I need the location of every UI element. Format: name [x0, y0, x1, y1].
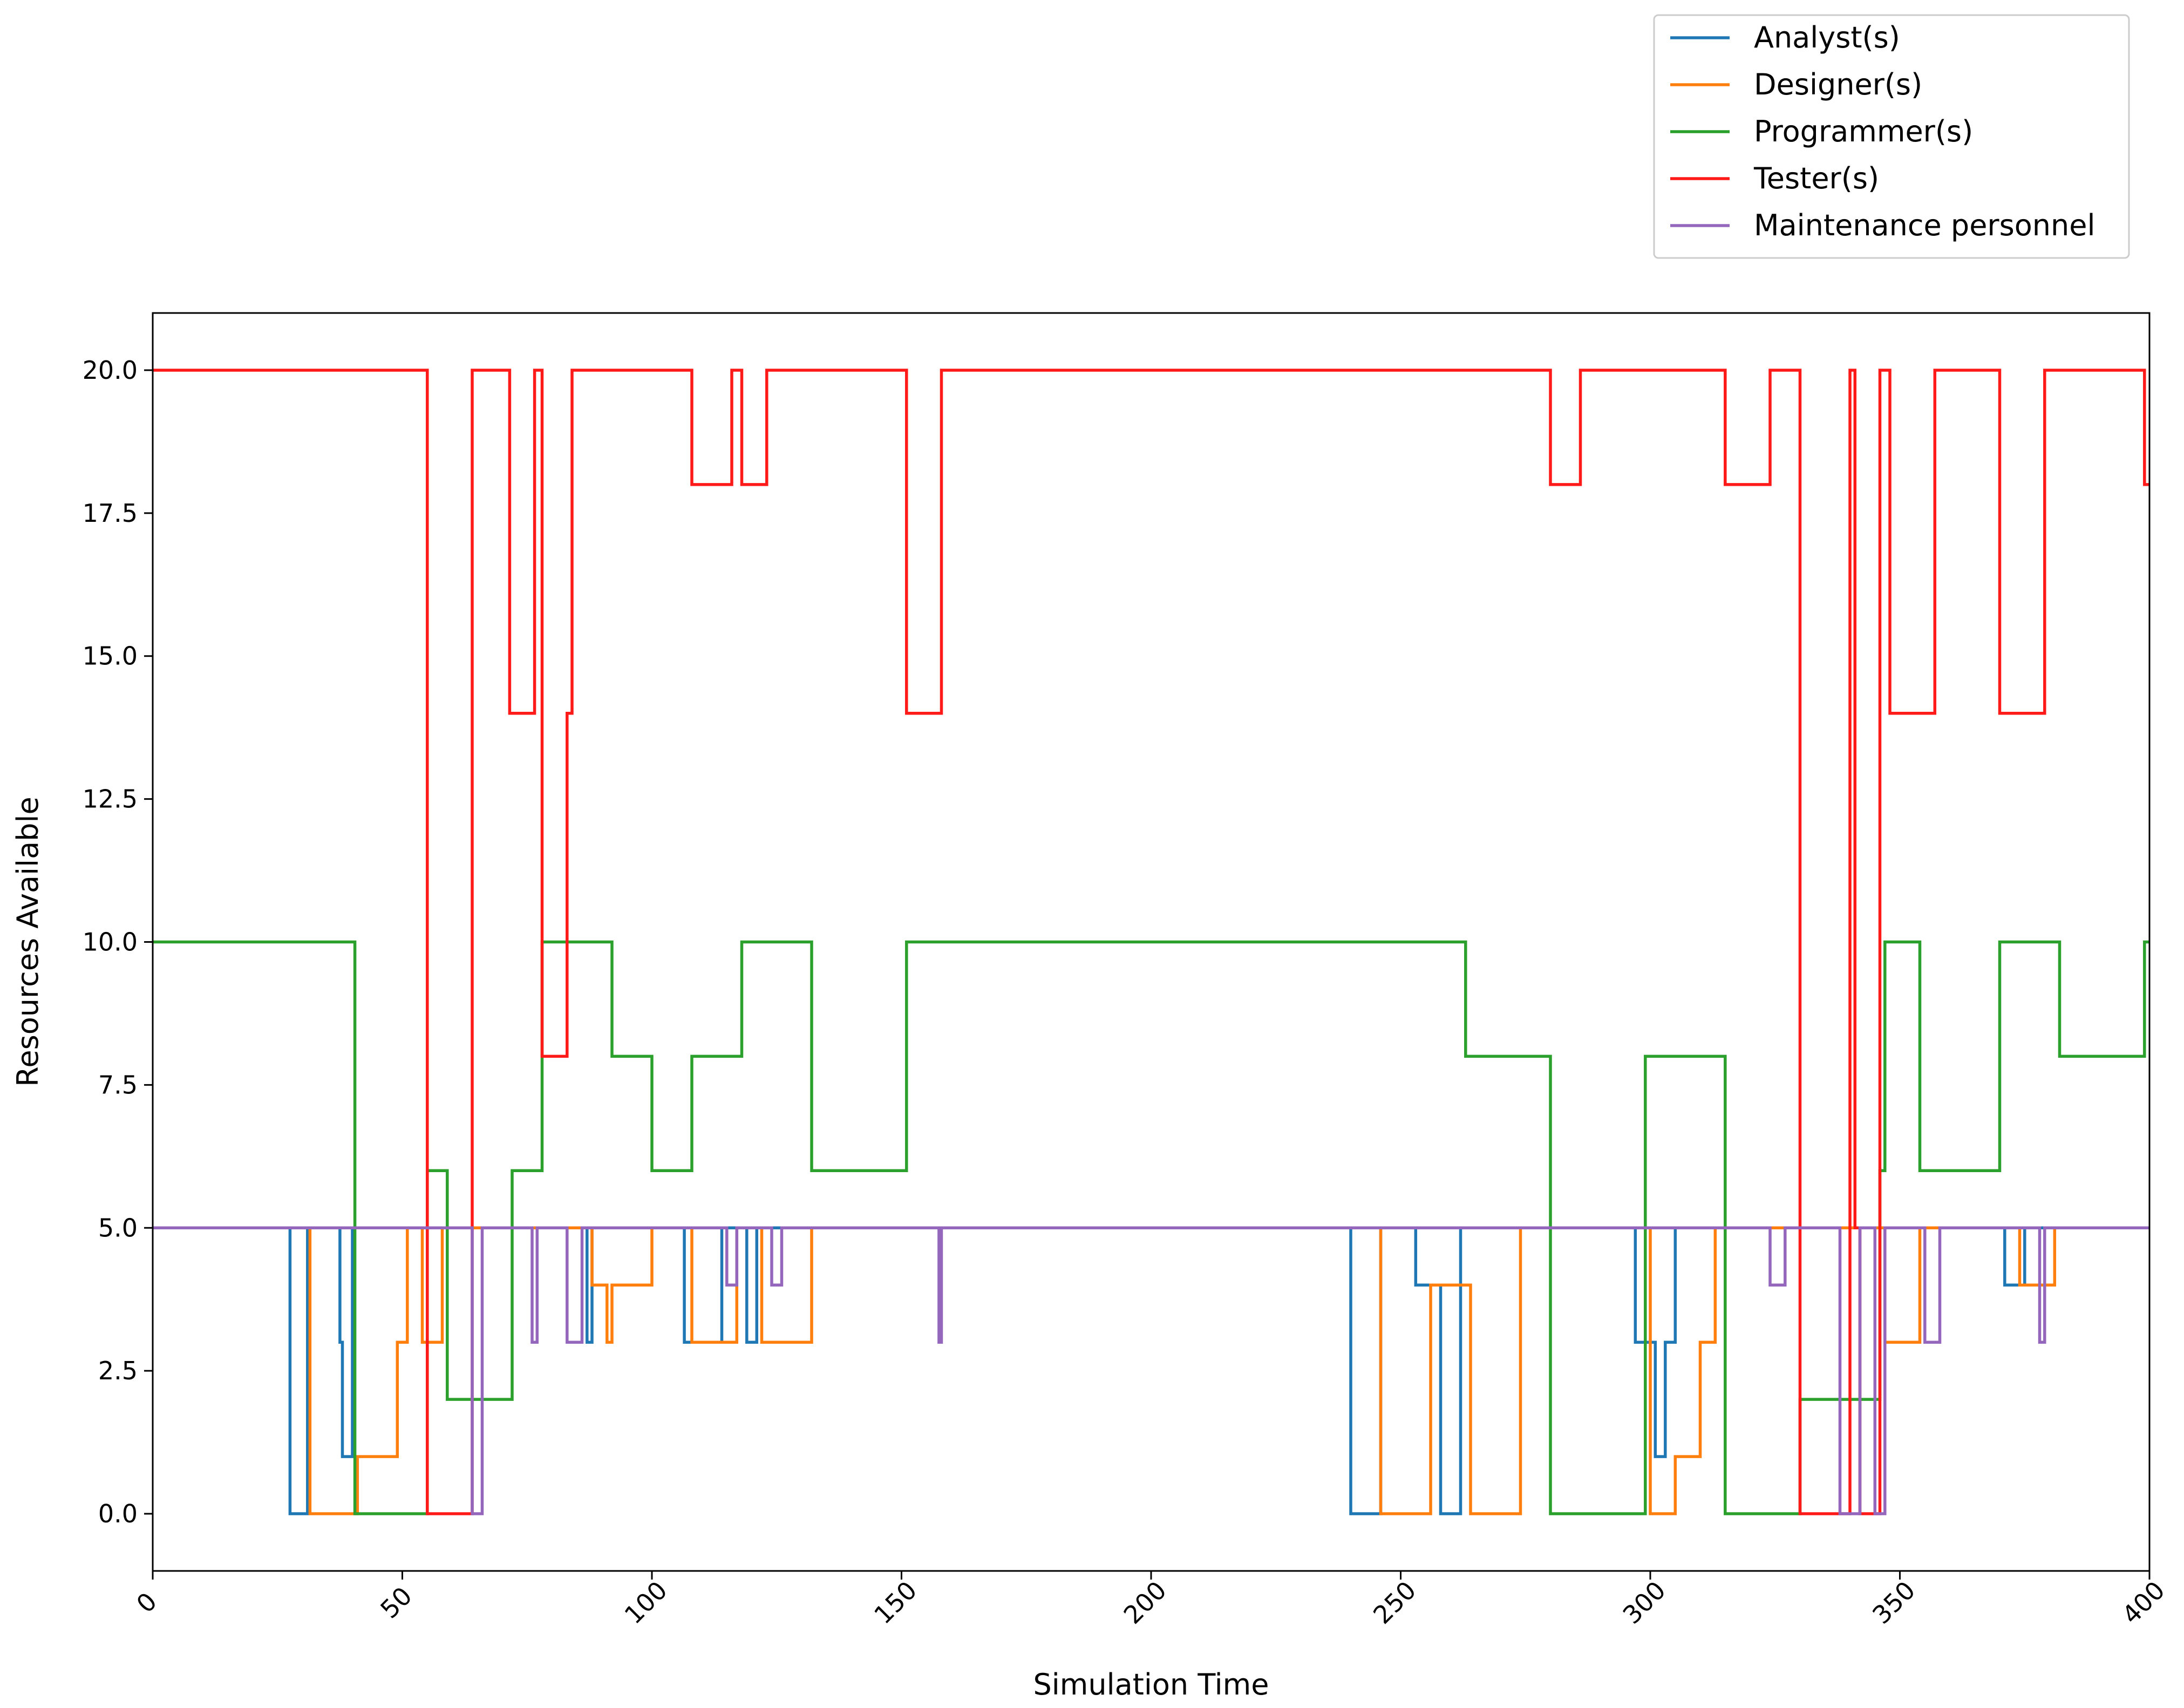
- x-axis-title: Simulation Time: [1033, 1668, 1269, 1702]
- y-tick-label: 2.5: [98, 1356, 138, 1385]
- y-axis: 0.0 2.5 5.0 7.5 10.0 12.5 15.0 17.5 20.0: [83, 356, 153, 1528]
- legend-frame: [1653, 14, 2130, 259]
- y-tick-label: 20.0: [83, 356, 138, 385]
- series-line-5: [153, 1226, 2149, 1515]
- y-tick-label: 0.0: [98, 1499, 138, 1528]
- series-layer: [153, 369, 2149, 1515]
- y-axis-title: Resources Available: [11, 797, 45, 1086]
- y-tick-label: 7.5: [98, 1070, 138, 1099]
- legend-label: Analyst(s): [1754, 21, 1900, 55]
- y-tick-label: 5.0: [98, 1213, 138, 1242]
- series-line-4: [153, 369, 2149, 1515]
- y-tick-label: 15.0: [83, 642, 138, 671]
- legend-label: Programmer(s): [1754, 114, 1973, 148]
- y-tick-label: 17.5: [83, 499, 138, 528]
- y-tick-label: 12.5: [83, 785, 138, 814]
- legend-label: Designer(s): [1754, 67, 1922, 101]
- legend-label: Tester(s): [1753, 161, 1879, 195]
- legend-label: Maintenance personnel: [1754, 208, 2095, 242]
- legend: Analyst(s) Designer(s) Programmer(s) Tester…: [1653, 14, 2130, 259]
- y-tick-label: 10.0: [83, 928, 138, 957]
- series-line-3: [153, 940, 2149, 1515]
